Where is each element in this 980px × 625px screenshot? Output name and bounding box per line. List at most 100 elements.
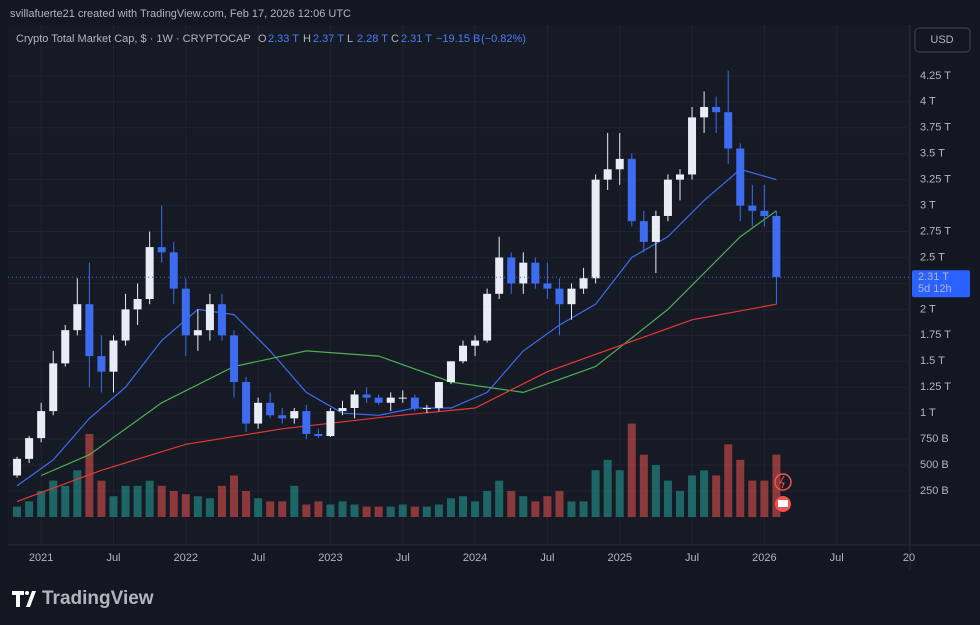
logo-text: TradingView [42,588,154,609]
candle-body [49,363,58,412]
candle-body [217,304,226,336]
icon[interactable] [774,473,792,491]
candle-body [61,330,70,364]
candle-body [338,407,347,412]
volume-bar [254,498,263,517]
volume-bar [555,491,564,517]
last-price-box [912,270,970,298]
currency-button[interactable] [914,27,971,53]
volume-bar [422,506,431,517]
countdown: 5d 12h [918,283,952,295]
volume-bar [651,465,660,517]
volume-bar [326,504,335,517]
y-tick-label: 2 T [920,303,936,315]
volume-bar [724,444,733,517]
y-tick-label: 3.75 T [920,122,951,134]
candle-body [13,458,22,476]
volume-bar [374,506,383,517]
candle-body [326,411,335,437]
volume-bar [760,480,769,517]
candle-body [627,158,636,222]
ohlc-value: 2.33 T [268,33,299,45]
candle-body [398,397,407,399]
volume-bar [266,501,275,517]
candle-body [459,345,468,362]
moving-averages [16,168,777,502]
candle-body [651,215,660,242]
moving-average [16,168,777,487]
volume-bar [350,504,359,517]
candle-body [25,438,34,459]
candle-body [278,415,287,419]
volume-bar [109,496,118,517]
candle-body [302,411,311,434]
volume-bar [639,454,648,517]
candle-body [736,148,745,206]
y-tick-label: 3.25 T [920,174,951,186]
candle-body [410,397,419,408]
candle-body [615,158,624,170]
volume-bar [471,501,480,517]
x-tick-label: 2023 [318,552,342,564]
candle-body [169,252,178,289]
ohlc-key: C [391,33,399,45]
volume-bar [446,498,455,517]
volume-bar [543,496,552,517]
candle-body [193,330,202,336]
candle-body [567,288,576,305]
ohlc-value: 2.31 T [401,33,432,45]
currency[interactable]: USD [930,34,953,46]
volume-bar [230,475,239,517]
candle-body [350,394,359,408]
volume-bar [507,491,516,517]
candle-body [205,304,214,331]
moving-average [40,210,777,477]
icon-glyph [779,475,785,489]
change: −19.15 B [436,33,480,45]
candle-body [748,205,757,211]
volume-bar [579,501,588,517]
y-tick-label: 1.5 T [920,355,945,367]
volume-bar [37,491,46,517]
candle-body [712,106,721,113]
x-tick-label: 2026 [752,552,776,564]
y-tick-label: 4 T [920,96,936,108]
candle-body [37,411,46,439]
volume-bar [663,480,672,517]
logo-dot [25,591,29,595]
candle-body [555,288,564,305]
y-tick-label: 750 B [920,433,949,445]
ohlc-key: H [303,33,311,45]
ohlc-value: 2.28 T [357,33,388,45]
labels: 250 B 500 B 750 B 1 T 1.25 T 1.5 T 1.75 T 2 T 2.… [8,70,970,564]
y-tick-label: 1 T [920,407,936,419]
grid [8,25,910,545]
y-tick-label: 2.75 T [920,225,951,237]
ohlc-key: O [258,33,267,45]
candle-body [85,304,94,357]
y-tick-label: 3 T [920,200,936,212]
volume-bar [495,480,504,517]
candle-body [121,309,130,341]
candle-body [724,112,733,149]
volume-bar [85,433,94,517]
volume-bar [398,504,407,517]
volume-bar [181,494,190,517]
y-tick-label: 3.5 T [920,148,945,160]
candle-body [73,304,82,331]
candle-body [639,221,648,242]
x-tick-label: Jul [685,552,699,564]
x-tick-label: 2021 [29,552,53,564]
candle-body [434,382,443,408]
x-tick-label: 2025 [607,552,631,564]
volume-bar [736,459,745,517]
status-icons [774,473,792,512]
candle-body [446,361,455,383]
candle-body [374,397,383,403]
x-tick-label: Jul [540,552,554,564]
candle-body [663,179,672,216]
volume-bar [278,501,287,517]
volume-bar [615,470,624,517]
volume-bar [73,470,82,517]
